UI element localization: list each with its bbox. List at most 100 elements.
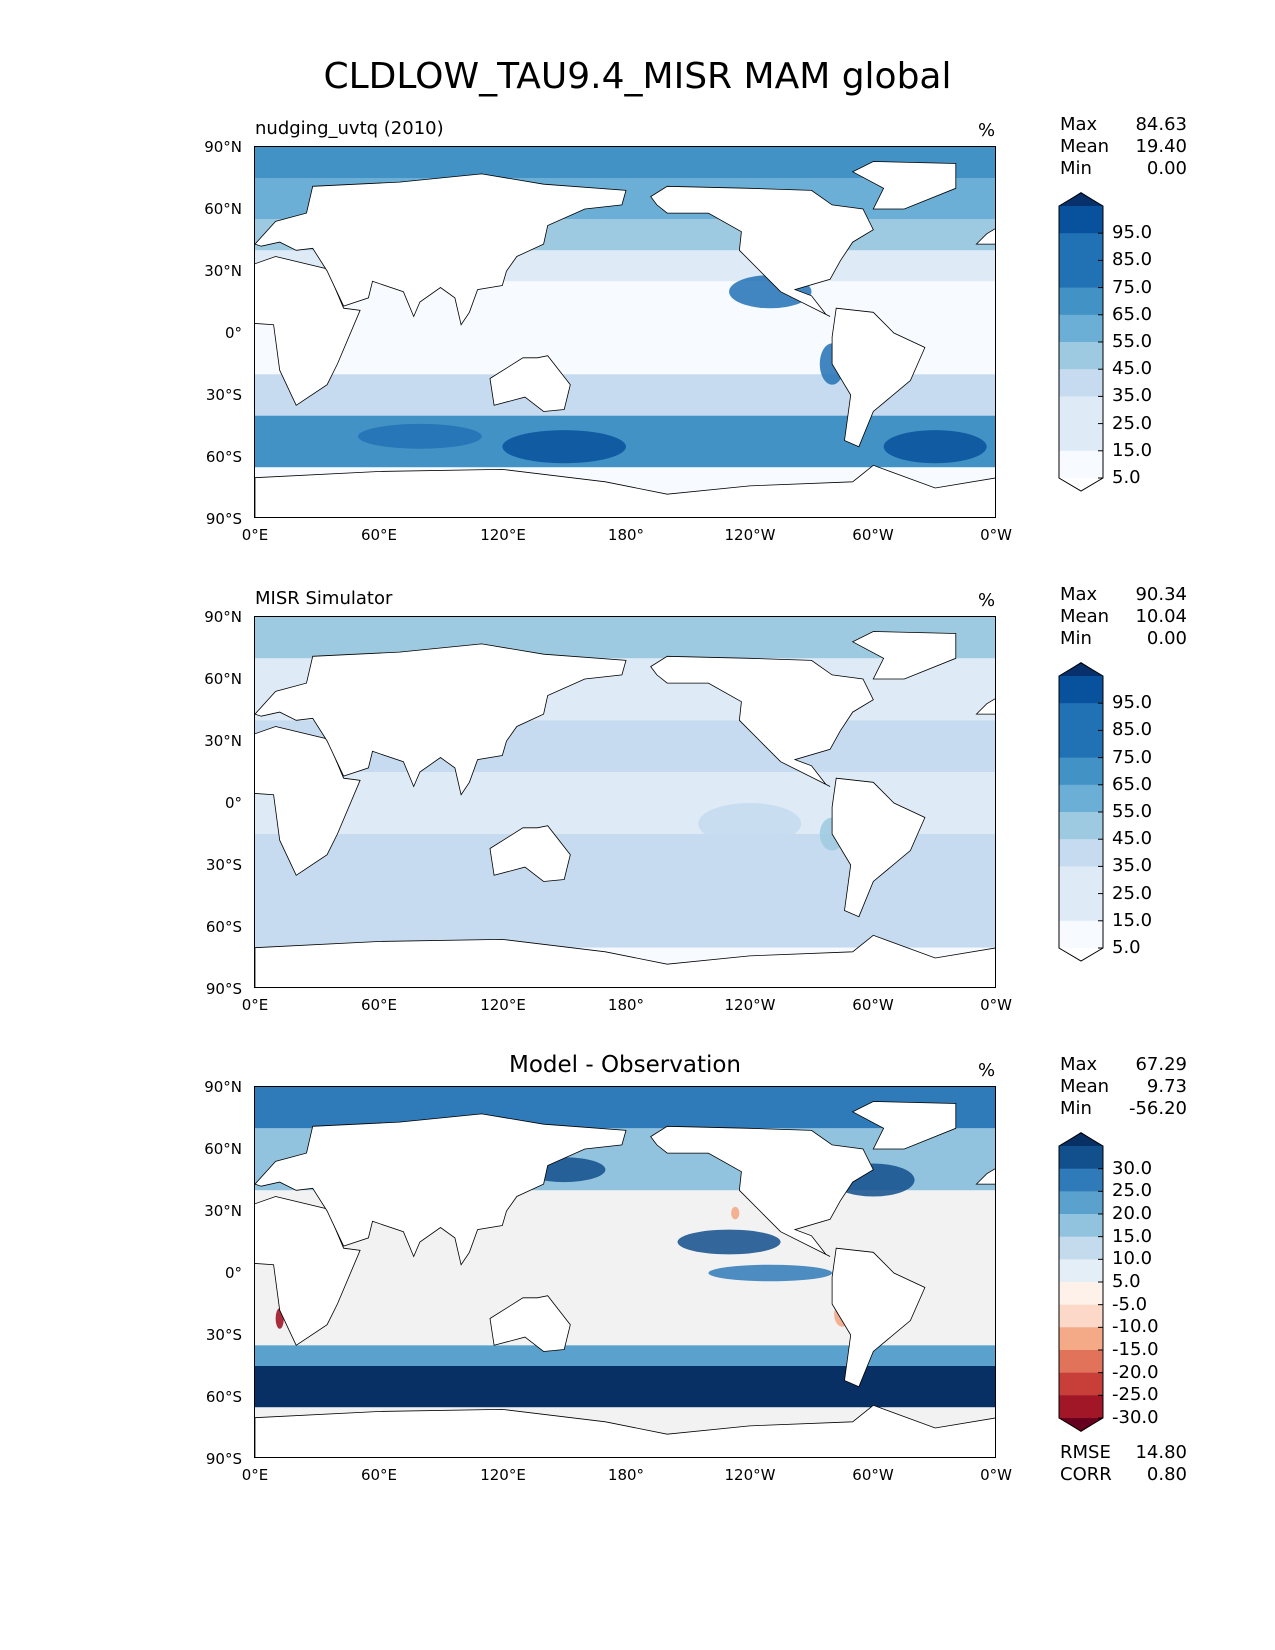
colorbar-segment <box>1059 1191 1103 1215</box>
colorbar-label: 55.0 <box>1112 801 1153 822</box>
colorbar-label: 75.0 <box>1112 276 1153 298</box>
lon-tick: 180° <box>607 1466 645 1484</box>
lon-tick: 120°E <box>480 996 526 1014</box>
stat-max: Max 84.63 <box>1060 114 1187 135</box>
colorbar-segment <box>1059 676 1103 704</box>
coastline <box>255 934 995 987</box>
figure-title: CLDLOW_TAU9.4_MISR MAM global <box>323 56 952 97</box>
colorbar-label: 85.0 <box>1112 249 1153 271</box>
lat-tick: 60°S <box>205 448 242 466</box>
colorbar-segment <box>1059 369 1103 397</box>
colorbar-segment <box>1059 314 1103 343</box>
colorbar-label: 45.0 <box>1112 358 1153 380</box>
negative-anomaly <box>731 1206 740 1220</box>
lat-tick: 30°N <box>204 1202 242 1220</box>
colorbar-label: -25.0 <box>1112 1384 1159 1406</box>
colorbar <box>1058 662 1104 962</box>
map-difference <box>254 1086 996 1458</box>
coastline <box>489 1295 571 1352</box>
colorbar-segment <box>1059 287 1103 316</box>
lon-tick: 0°W <box>980 1466 1012 1484</box>
colorbar-segment <box>1059 1350 1103 1374</box>
colorbar-segment <box>1059 839 1103 867</box>
lat-tick: 60°S <box>205 918 242 936</box>
colorbar <box>1058 192 1104 492</box>
colorbar-label: -30.0 <box>1112 1407 1159 1428</box>
lat-tick: 90°N <box>204 1078 242 1096</box>
cloud-feature <box>481 1370 647 1404</box>
colorbar-extend-top <box>1059 192 1103 206</box>
cloud-feature <box>698 803 802 845</box>
cloud-feature <box>358 423 482 449</box>
lat-tick: 60°N <box>204 200 242 218</box>
colorbar-label: 85.0 <box>1112 719 1153 741</box>
colorbar-segment <box>1059 920 1103 949</box>
colorbar-segment <box>1059 1372 1103 1396</box>
coastline <box>489 355 571 412</box>
colorbar-label: 55.0 <box>1112 331 1153 352</box>
colorbar-segment <box>1059 1395 1103 1419</box>
lat-tick: 90°N <box>204 608 242 626</box>
colorbar-label: 15.0 <box>1112 909 1153 931</box>
panel-title: MISR Simulator <box>255 588 393 609</box>
cloud-feature <box>543 865 709 907</box>
colorbar-segment <box>1059 1146 1103 1170</box>
colorbar-segment <box>1059 1259 1103 1283</box>
colorbar-label: 45.0 <box>1112 828 1153 850</box>
lat-tick: 90°N <box>204 138 242 156</box>
coastline <box>851 631 957 680</box>
colorbar-label: 25.0 <box>1112 882 1153 904</box>
lat-tick: 90°S <box>205 1450 242 1468</box>
colorbar-label: 95.0 <box>1112 692 1153 714</box>
colorbar-extend-top <box>1059 662 1103 676</box>
units-label: % <box>978 1060 996 1081</box>
colorbar-label: -10.0 <box>1112 1316 1159 1338</box>
colorbar-label: 20.0 <box>1112 1203 1153 1224</box>
lon-tick: 120°E <box>480 526 526 544</box>
coastline <box>255 1404 995 1457</box>
lon-tick: 120°W <box>724 526 776 544</box>
stat-mean: Mean 9.73 <box>1060 1076 1187 1097</box>
cloud-feature <box>883 430 987 464</box>
colorbar-extend-top <box>1059 1132 1103 1146</box>
lat-tick: 90°S <box>205 510 242 528</box>
colorbar-segment <box>1059 260 1103 289</box>
lon-tick: 60°W <box>852 996 894 1014</box>
colorbar-segment <box>1059 233 1103 261</box>
colorbar-segment <box>1059 423 1103 452</box>
coastline <box>255 173 627 326</box>
stat-min: Min 0.00 <box>1060 158 1187 179</box>
stat-rmse: RMSE 14.80 <box>1060 1442 1187 1463</box>
lat-tick: 30°S <box>205 856 242 874</box>
colorbar-label: -20.0 <box>1112 1361 1159 1383</box>
coastline <box>975 1168 995 1185</box>
lat-tick: 30°S <box>205 1326 242 1344</box>
lon-tick: 60°W <box>852 526 894 544</box>
coastline <box>255 643 627 796</box>
colorbar-label: 35.0 <box>1112 385 1153 407</box>
lon-tick: 60°W <box>852 1466 894 1484</box>
lon-tick: 120°W <box>724 996 776 1014</box>
colorbar <box>1058 1132 1104 1432</box>
lon-tick: 120°E <box>480 1466 526 1484</box>
coastline <box>489 825 571 882</box>
colorbar-label: 5.0 <box>1112 937 1141 958</box>
panel-difference: Model - Observation % 90°N 60°N 30°N 0° … <box>0 1052 1275 1498</box>
lat-tick: 60°N <box>204 1140 242 1158</box>
lon-tick: 0°E <box>241 1466 269 1484</box>
stats-box: Max 84.63 Mean 19.40 Min 0.00 <box>1060 114 1187 180</box>
colorbar-label: 30.0 <box>1112 1157 1153 1179</box>
coastline <box>255 1196 361 1346</box>
stat-min: Min -56.20 <box>1060 1098 1187 1119</box>
panel-observation: MISR Simulator % 90°N 60°N 30°N 0° 30°S … <box>0 584 1275 1028</box>
coastline <box>650 1125 874 1257</box>
coastline <box>650 655 874 787</box>
colorbar-label: -5.0 <box>1112 1293 1148 1315</box>
stats-box: Max 90.34 Mean 10.04 Min 0.00 <box>1060 584 1187 650</box>
colorbar-label: 15.0 <box>1112 1225 1153 1247</box>
coastline <box>831 307 926 448</box>
cloud-band <box>255 1345 995 1366</box>
colorbar-segment <box>1059 866 1103 895</box>
lon-tick: 180° <box>607 526 645 544</box>
colorbar-label: 35.0 <box>1112 855 1153 877</box>
